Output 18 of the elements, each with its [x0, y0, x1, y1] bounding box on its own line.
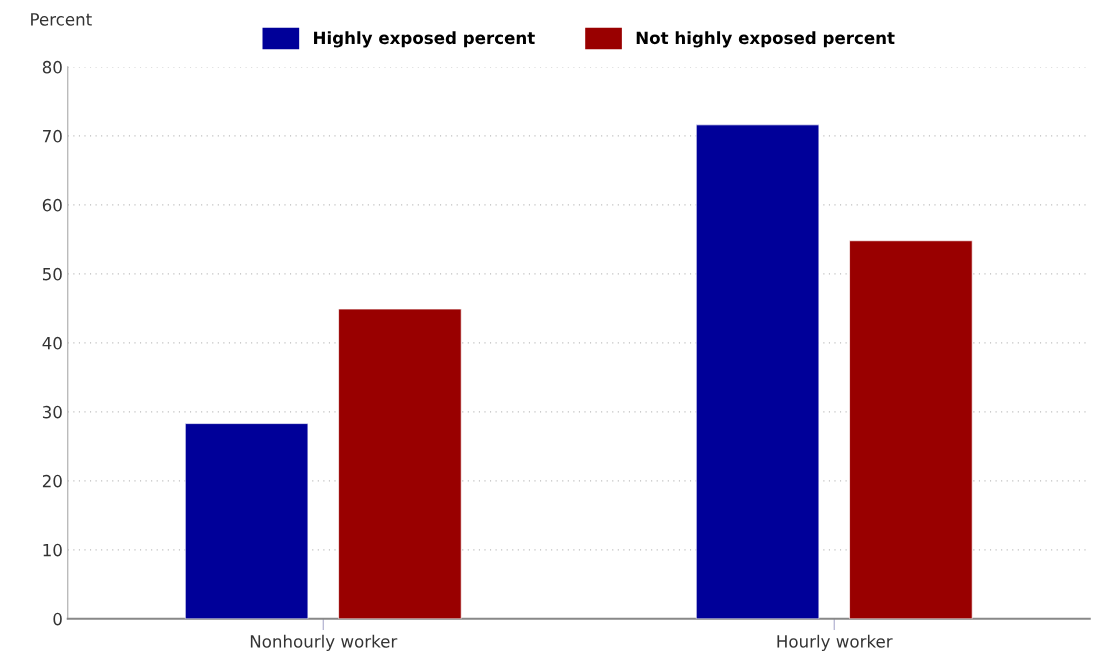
y-tick-label: 10 — [43, 543, 62, 557]
bar — [849, 240, 973, 619]
legend-label: Not highly exposed percent — [636, 31, 895, 48]
legend-label: Highly exposed percent — [314, 31, 535, 48]
bar — [695, 124, 820, 619]
y-tick-label: 60 — [42, 198, 62, 212]
x-tick-label: Nonhourly worker — [250, 634, 398, 651]
y-tick-label: 40 — [42, 336, 62, 350]
y-tick-label: 20 — [42, 474, 62, 488]
y-axis-title: Percent — [31, 13, 92, 26]
y-tick-label: 0 — [53, 612, 62, 626]
y-tick-label: 80 — [42, 60, 62, 74]
bar — [184, 423, 309, 619]
x-tick-label: Hourly worker — [777, 634, 893, 651]
y-tick-label: 70 — [43, 129, 62, 143]
y-tick-label: 50 — [42, 267, 62, 281]
y-tick-label: 30 — [42, 405, 62, 419]
bar — [338, 308, 462, 619]
